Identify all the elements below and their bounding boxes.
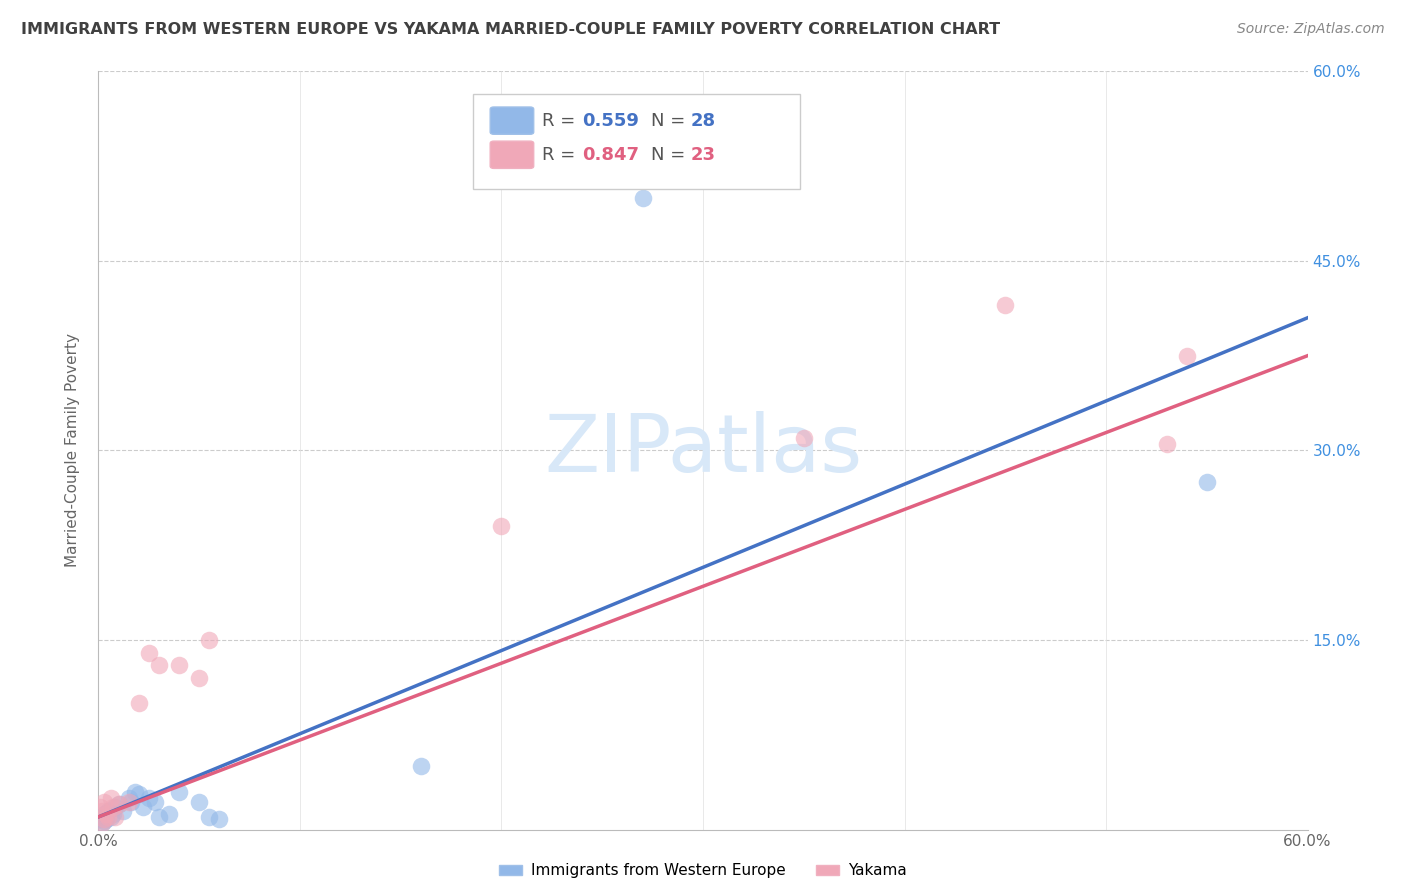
FancyBboxPatch shape <box>491 107 534 135</box>
Y-axis label: Married-Couple Family Poverty: Married-Couple Family Poverty <box>65 334 80 567</box>
Point <box>631 191 654 205</box>
Point <box>148 810 170 824</box>
Point <box>1195 475 1218 489</box>
Point <box>118 791 141 805</box>
Point <box>89 813 111 827</box>
Point <box>107 797 129 812</box>
FancyBboxPatch shape <box>491 141 534 169</box>
Text: 23: 23 <box>690 145 716 164</box>
Point <box>157 807 180 822</box>
Point <box>1175 349 1198 363</box>
Point <box>128 787 150 801</box>
Text: Source: ZipAtlas.com: Source: ZipAtlas.com <box>1237 22 1385 37</box>
Point <box>409 759 432 773</box>
Point <box>91 816 114 830</box>
Point <box>198 633 221 648</box>
Point <box>167 785 190 799</box>
Point <box>96 813 118 827</box>
Point <box>148 658 170 673</box>
Text: R =: R = <box>543 112 581 129</box>
Point <box>91 816 114 830</box>
Point <box>118 795 141 809</box>
Point <box>994 298 1017 312</box>
Point <box>124 785 146 799</box>
Point <box>103 800 125 814</box>
Point <box>491 519 513 533</box>
Text: 0.559: 0.559 <box>582 112 638 129</box>
Point <box>120 795 142 809</box>
Point <box>96 807 118 822</box>
Point <box>103 810 125 824</box>
Point <box>93 807 115 822</box>
Point <box>188 671 211 685</box>
Text: IMMIGRANTS FROM WESTERN EUROPE VS YAKAMA MARRIED-COUPLE FAMILY POVERTY CORRELATI: IMMIGRANTS FROM WESTERN EUROPE VS YAKAMA… <box>21 22 1000 37</box>
Text: 0.847: 0.847 <box>582 145 640 164</box>
Point <box>107 797 129 812</box>
Text: ZIPatlas: ZIPatlas <box>544 411 862 490</box>
Point <box>132 800 155 814</box>
Point <box>93 795 115 809</box>
Point <box>89 800 111 814</box>
Point <box>93 814 115 828</box>
Point <box>198 810 221 824</box>
Point <box>143 795 166 809</box>
Point <box>138 646 160 660</box>
Point <box>138 791 160 805</box>
Text: R =: R = <box>543 145 581 164</box>
Point <box>101 800 124 814</box>
Point <box>167 658 190 673</box>
Point <box>97 804 120 818</box>
Point <box>188 795 211 809</box>
Point <box>100 791 122 805</box>
Point <box>111 804 134 818</box>
FancyBboxPatch shape <box>474 95 800 189</box>
Text: N =: N = <box>651 112 690 129</box>
Point <box>97 810 120 824</box>
Text: 28: 28 <box>690 112 716 129</box>
Point <box>100 810 122 824</box>
Point <box>91 810 114 824</box>
Point <box>93 813 115 827</box>
Legend: Immigrants from Western Europe, Yakama: Immigrants from Western Europe, Yakama <box>492 857 914 884</box>
Point <box>793 431 815 445</box>
Point <box>101 807 124 822</box>
Point <box>91 804 114 818</box>
Point <box>1156 437 1178 451</box>
Point <box>128 696 150 710</box>
Point <box>208 813 231 827</box>
Text: N =: N = <box>651 145 690 164</box>
